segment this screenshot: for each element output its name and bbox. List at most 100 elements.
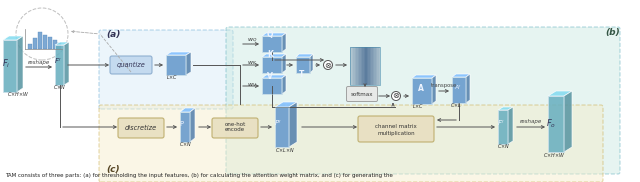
Text: $w_Q$: $w_Q$	[247, 37, 257, 45]
FancyBboxPatch shape	[99, 105, 603, 182]
Polygon shape	[180, 112, 190, 142]
Polygon shape	[262, 54, 286, 57]
Polygon shape	[296, 57, 310, 73]
Bar	[377, 47, 379, 85]
Bar	[350, 47, 351, 85]
Polygon shape	[466, 74, 470, 103]
Text: $C{\times}N$: $C{\times}N$	[179, 140, 193, 148]
Polygon shape	[262, 75, 286, 78]
Bar	[372, 47, 374, 85]
Polygon shape	[262, 36, 282, 52]
Text: $F_o$: $F_o$	[546, 117, 556, 130]
Polygon shape	[432, 75, 436, 104]
Bar	[367, 47, 368, 85]
Text: multiplication: multiplication	[377, 132, 415, 136]
Text: (a): (a)	[106, 30, 120, 39]
Circle shape	[16, 8, 68, 60]
Text: A: A	[418, 84, 424, 93]
Bar	[368, 47, 370, 85]
Bar	[369, 47, 371, 85]
Polygon shape	[3, 36, 23, 40]
Polygon shape	[498, 107, 513, 110]
FancyBboxPatch shape	[226, 27, 620, 174]
Text: $w_K$: $w_K$	[247, 59, 257, 67]
Bar	[33, 38, 37, 49]
Text: $P'$: $P'$	[274, 118, 282, 128]
Polygon shape	[498, 110, 508, 144]
Circle shape	[323, 60, 333, 70]
Bar	[362, 47, 364, 85]
FancyBboxPatch shape	[358, 116, 434, 142]
Bar	[358, 47, 359, 85]
Text: $C{\times}L$: $C{\times}L$	[450, 101, 462, 109]
Polygon shape	[17, 36, 23, 92]
Text: $C{\times}L{\times}N$: $C{\times}L{\times}N$	[275, 146, 295, 154]
Polygon shape	[64, 42, 69, 85]
Polygon shape	[282, 33, 286, 52]
Text: ⊗: ⊗	[392, 92, 399, 100]
Text: K: K	[267, 50, 273, 59]
Bar	[351, 47, 353, 85]
Polygon shape	[452, 74, 470, 77]
Text: $w_V$: $w_V$	[247, 81, 257, 89]
Text: one-hot
encode: one-hot encode	[225, 122, 246, 132]
Bar	[356, 47, 358, 85]
Polygon shape	[548, 91, 572, 96]
Polygon shape	[296, 54, 313, 57]
Polygon shape	[275, 107, 289, 147]
Polygon shape	[3, 40, 17, 92]
Text: Q: Q	[267, 30, 273, 39]
Text: TAM consists of three parts: (a) for thresholding the input features, (b) for ca: TAM consists of three parts: (a) for thr…	[5, 173, 393, 178]
Text: $C{\times}H{\times}W$: $C{\times}H{\times}W$	[7, 90, 29, 98]
Bar	[355, 47, 356, 85]
Text: P: P	[179, 121, 183, 127]
Text: transpose: transpose	[431, 83, 457, 88]
Polygon shape	[310, 54, 313, 73]
Bar	[360, 47, 362, 85]
Text: (c): (c)	[106, 165, 120, 174]
Text: $L{\times}C$: $L{\times}C$	[412, 102, 424, 110]
Text: $F'$: $F'$	[497, 118, 505, 128]
Polygon shape	[412, 75, 436, 78]
Polygon shape	[262, 33, 286, 36]
Bar	[57, 43, 61, 49]
Bar	[43, 35, 47, 49]
Polygon shape	[275, 102, 297, 107]
Text: channel matrix: channel matrix	[375, 124, 417, 130]
Text: (b): (b)	[605, 28, 620, 37]
Bar	[350, 47, 380, 85]
Text: $C{\times}N$: $C{\times}N$	[497, 142, 511, 150]
Polygon shape	[166, 55, 186, 75]
Text: V: V	[267, 72, 273, 81]
FancyBboxPatch shape	[118, 118, 164, 138]
Text: $F_i$: $F_i$	[2, 57, 10, 70]
Polygon shape	[166, 52, 191, 55]
Polygon shape	[55, 45, 64, 85]
Text: $A'$: $A'$	[454, 83, 462, 92]
Text: reshape: reshape	[28, 60, 50, 65]
Text: $C{\times}N$: $C{\times}N$	[54, 83, 67, 91]
Text: $L{\times}C$: $L{\times}C$	[166, 73, 178, 81]
Text: $C{\times}H{\times}W$: $C{\times}H{\times}W$	[543, 151, 565, 159]
Bar	[353, 47, 355, 85]
Text: reshape: reshape	[520, 119, 542, 124]
Polygon shape	[282, 75, 286, 94]
Bar	[53, 40, 57, 49]
Polygon shape	[186, 52, 191, 75]
Bar	[364, 47, 365, 85]
Text: ⊗: ⊗	[324, 60, 332, 70]
Text: $F'$: $F'$	[54, 56, 62, 66]
Bar	[378, 47, 380, 85]
Bar	[376, 47, 377, 85]
Polygon shape	[55, 42, 69, 45]
Bar	[28, 44, 32, 49]
Polygon shape	[412, 78, 432, 104]
Polygon shape	[564, 91, 572, 152]
Bar	[365, 47, 367, 85]
Bar	[38, 32, 42, 49]
Polygon shape	[282, 54, 286, 73]
Text: discretize: discretize	[125, 125, 157, 131]
Polygon shape	[262, 57, 282, 73]
Polygon shape	[452, 77, 466, 103]
FancyBboxPatch shape	[346, 86, 378, 102]
